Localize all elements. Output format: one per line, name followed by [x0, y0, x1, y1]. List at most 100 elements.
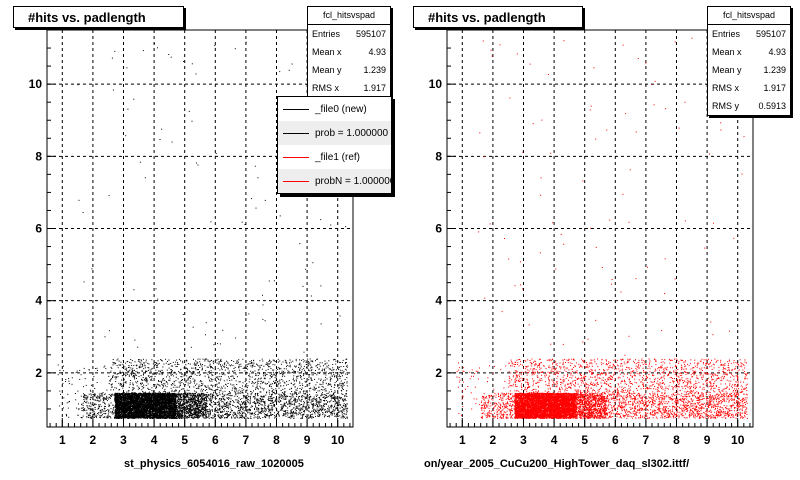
left-point — [168, 397, 170, 399]
left-point — [175, 398, 176, 400]
left-point — [121, 405, 123, 407]
left-point — [144, 411, 146, 413]
left-point — [128, 403, 130, 405]
left-point — [134, 406, 136, 408]
left-point — [172, 393, 174, 395]
left-point — [119, 401, 121, 403]
left-point — [130, 416, 131, 418]
left-point — [128, 394, 130, 396]
left-point — [152, 403, 154, 405]
left-point — [164, 393, 166, 395]
left-point — [162, 392, 164, 394]
left-point — [120, 393, 122, 395]
left-point — [148, 393, 149, 395]
left-point — [132, 400, 134, 402]
left-point — [162, 393, 164, 395]
left-point — [129, 411, 131, 413]
left-point — [169, 394, 171, 396]
left-point — [129, 401, 131, 403]
left-point — [115, 395, 116, 397]
left-point — [122, 406, 124, 408]
left-point — [171, 400, 172, 402]
left-point — [128, 412, 130, 413]
left-point — [175, 409, 177, 411]
left-point — [174, 401, 176, 403]
left-point — [161, 393, 163, 395]
left-point — [167, 397, 169, 399]
left-point — [114, 412, 116, 414]
left-point — [138, 413, 140, 415]
left-point — [138, 402, 140, 404]
left-point — [171, 417, 173, 419]
left-point — [115, 397, 117, 399]
left-point — [173, 410, 175, 412]
left-point — [134, 415, 136, 417]
left-point — [137, 394, 139, 395]
left-point — [122, 401, 124, 403]
left-point — [126, 412, 128, 414]
left-point — [148, 403, 150, 405]
left-point — [156, 411, 158, 413]
left-point — [154, 408, 156, 410]
left-point — [174, 412, 176, 414]
left-point — [150, 411, 152, 413]
left-point — [171, 410, 173, 411]
left-point — [165, 400, 167, 402]
left-point — [146, 402, 147, 404]
left-point — [125, 408, 127, 410]
left-point — [170, 398, 172, 400]
left-point — [168, 401, 170, 403]
left-point — [129, 414, 131, 416]
left-point — [131, 398, 133, 400]
left-point — [126, 393, 127, 395]
left-point — [166, 406, 168, 408]
left-point — [156, 417, 158, 419]
left-point — [171, 410, 173, 412]
left-point — [165, 412, 167, 414]
left-point — [162, 406, 164, 408]
left-point — [172, 399, 174, 401]
left-point — [154, 398, 156, 399]
left-point — [154, 403, 156, 404]
left-point — [136, 398, 138, 400]
left-point — [172, 403, 174, 405]
left-point — [139, 415, 141, 417]
left-point — [117, 409, 119, 411]
left-point — [129, 417, 131, 419]
left-point — [166, 407, 168, 409]
left-point — [170, 395, 172, 396]
left-point — [142, 409, 144, 411]
left-point — [168, 403, 169, 405]
left-point — [155, 406, 156, 408]
left-point — [149, 414, 151, 416]
left-point — [136, 397, 138, 399]
left-point — [165, 401, 167, 403]
left-point — [135, 413, 136, 415]
left-point — [152, 401, 154, 403]
left-point — [161, 403, 163, 405]
left-point — [151, 414, 153, 416]
left-point — [151, 416, 153, 418]
left-point — [167, 417, 169, 419]
left-point — [114, 417, 116, 419]
left-point — [138, 405, 139, 407]
left-point — [137, 395, 139, 397]
left-point — [161, 393, 162, 395]
left-point — [148, 408, 150, 409]
left-point — [171, 405, 173, 407]
left-point — [119, 397, 121, 398]
left-point — [144, 405, 146, 407]
left-point — [129, 399, 131, 401]
left-point — [159, 412, 161, 414]
left-point — [120, 399, 122, 400]
left-point — [173, 411, 175, 413]
left-point — [140, 416, 142, 418]
left-point — [151, 402, 153, 404]
left-point — [148, 413, 150, 415]
left-point — [119, 416, 120, 418]
left-point — [152, 397, 154, 399]
left-point — [151, 398, 153, 400]
left-point — [172, 412, 174, 414]
left-point — [154, 399, 155, 401]
left-point — [157, 414, 159, 416]
